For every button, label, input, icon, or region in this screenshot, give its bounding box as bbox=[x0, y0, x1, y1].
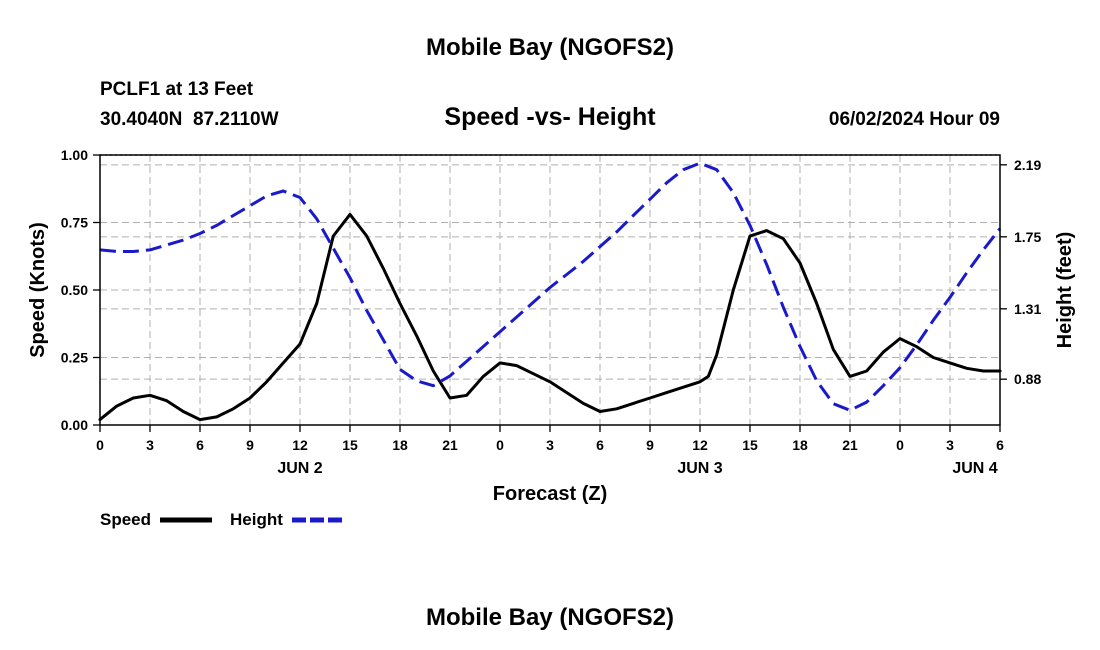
y2-tick-labels: 0.88 1.31 1.75 2.19 bbox=[1014, 157, 1041, 387]
x-tick-label: 9 bbox=[646, 437, 654, 453]
y2-tick-label: 1.31 bbox=[1014, 301, 1041, 317]
x-tick-label: 18 bbox=[392, 437, 408, 453]
x-tick-label: 3 bbox=[946, 437, 954, 453]
y2-tick-label: 1.75 bbox=[1014, 229, 1041, 245]
legend: Speed Height bbox=[100, 510, 344, 529]
x-tick-label: 6 bbox=[196, 437, 204, 453]
y-tick-label: 0.50 bbox=[61, 282, 88, 298]
chart-subtitle: Speed -vs- Height bbox=[444, 103, 656, 131]
x-tick-label: 6 bbox=[596, 437, 604, 453]
x-tick-label: 0 bbox=[896, 437, 904, 453]
x-tick-label: 0 bbox=[496, 437, 504, 453]
y2-tick-label: 2.19 bbox=[1014, 157, 1041, 173]
forecast-timestamp: 06/02/2024 Hour 09 bbox=[829, 109, 1000, 130]
x-tick-label: 3 bbox=[546, 437, 554, 453]
x-tick-label: 6 bbox=[996, 437, 1004, 453]
date-label: JUN 3 bbox=[677, 460, 722, 477]
date-label: JUN 2 bbox=[277, 460, 322, 477]
grid-lines bbox=[100, 154, 1000, 425]
x-tick-label: 21 bbox=[842, 437, 858, 453]
x-tick-label: 0 bbox=[96, 437, 104, 453]
legend-height-label: Height bbox=[230, 510, 283, 529]
x-tick-labels: 0 3 6 9 12 15 18 21 0 3 6 9 12 15 18 21 0 3 6 bbox=[96, 437, 1004, 453]
height-series-line bbox=[99, 161, 1002, 412]
y-tick-label: 0.75 bbox=[61, 215, 88, 231]
x-axis-label: Forecast (Z) bbox=[493, 483, 607, 505]
x-tick-label: 12 bbox=[692, 437, 708, 453]
date-label: JUN 4 bbox=[952, 460, 997, 477]
y-tick-label: 0.25 bbox=[61, 350, 88, 366]
x-tick-label: 18 bbox=[792, 437, 808, 453]
axis-ticks bbox=[93, 154, 1007, 432]
series-layer bbox=[98, 161, 1002, 422]
x-tick-label: 15 bbox=[742, 437, 758, 453]
station-label: PCLF1 at 13 Feet bbox=[100, 79, 254, 100]
date-labels: JUN 2 JUN 3 JUN 4 bbox=[277, 460, 997, 477]
station-coords: 30.4040N 87.2110W bbox=[100, 109, 279, 130]
y-axis-label: Speed (Knots) bbox=[27, 222, 49, 358]
chart-title: Mobile Bay (NGOFS2) bbox=[426, 34, 674, 61]
y2-axis-label: Height (feet) bbox=[1054, 232, 1076, 349]
legend-speed-label: Speed bbox=[100, 510, 151, 529]
y2-tick-label: 0.88 bbox=[1014, 371, 1041, 387]
x-tick-label: 12 bbox=[292, 437, 308, 453]
y-tick-label: 0.00 bbox=[61, 417, 88, 433]
plot-frame bbox=[99, 154, 1001, 426]
x-tick-label: 15 bbox=[342, 437, 358, 453]
y-tick-label: 1.00 bbox=[61, 147, 88, 163]
x-tick-label: 3 bbox=[146, 437, 154, 453]
y-tick-labels: 0.00 0.25 0.50 0.75 1.00 bbox=[61, 147, 88, 433]
x-tick-label: 21 bbox=[442, 437, 458, 453]
x-tick-label: 9 bbox=[246, 437, 254, 453]
footer-title: Mobile Bay (NGOFS2) bbox=[426, 604, 674, 631]
speed-series-line bbox=[98, 212, 1002, 422]
